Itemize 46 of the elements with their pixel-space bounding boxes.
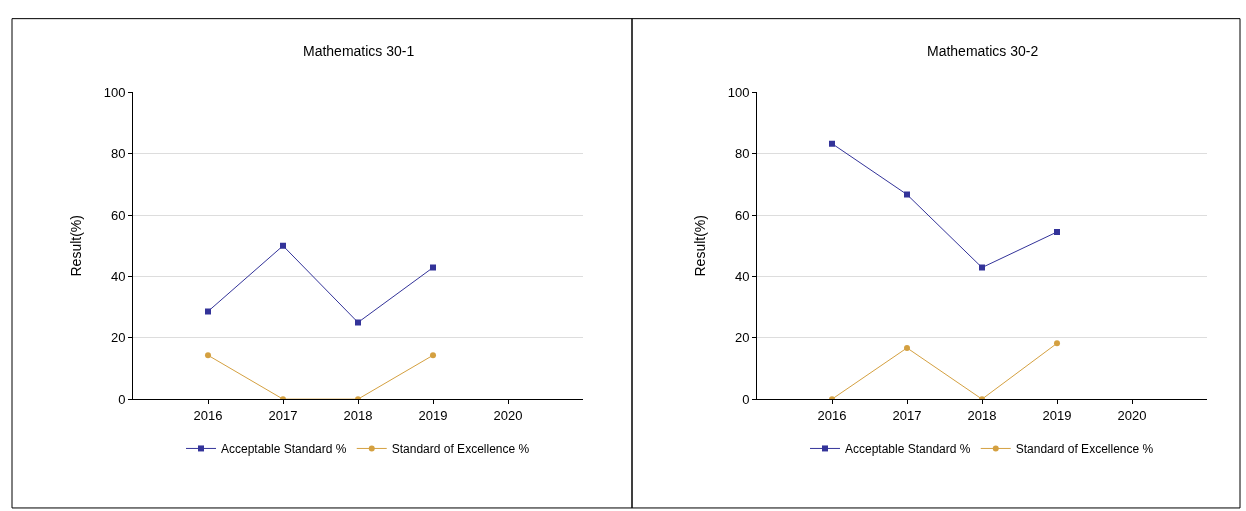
x-tick-label: 2016 [193, 407, 223, 423]
y-tick-label: 100 [103, 84, 126, 100]
y-tick-label: 40 [110, 269, 126, 284]
chart-title: Mathematics 30-2 [927, 43, 1039, 59]
y-axis-title: Result(%) [692, 215, 709, 277]
y-tick-label: 40 [734, 269, 750, 284]
point [280, 396, 286, 400]
point [979, 396, 985, 400]
point [205, 308, 211, 315]
point [979, 264, 985, 271]
y-tick-label: 60 [734, 207, 750, 223]
x-tick-label: 2019 [418, 407, 448, 423]
y-tick-label: 20 [734, 330, 750, 346]
y-axis-title: Result(%) [68, 215, 85, 277]
x-tick-label: 2020 [493, 407, 523, 423]
x-tick-label: 2017 [268, 407, 298, 423]
point [1054, 228, 1060, 235]
point [355, 396, 361, 400]
point [829, 140, 835, 147]
x-tick-label: 2018 [967, 407, 997, 423]
x-tick-label: 2016 [817, 407, 847, 423]
point [280, 242, 286, 249]
point [904, 191, 910, 198]
point [430, 352, 436, 359]
legend-label: Acceptable Standard % [845, 442, 971, 457]
legend-label: Standard of Excellence % [1015, 442, 1154, 457]
x-tick-label: 2018 [343, 407, 373, 423]
point [829, 396, 835, 400]
y-tick-label: 20 [110, 330, 126, 346]
y-tick-label: 80 [734, 146, 750, 162]
y-tick-label: 100 [727, 84, 750, 100]
x-tick-label: 2019 [1042, 407, 1072, 423]
y-tick-label: 0 [742, 391, 750, 407]
point [430, 264, 436, 271]
point [205, 352, 211, 359]
x-tick-label: 2020 [1117, 407, 1147, 423]
y-tick-label: 80 [110, 146, 126, 162]
point [355, 319, 361, 326]
x-tick-label: 2017 [892, 407, 922, 423]
legend-label: Standard of Excellence % [391, 442, 530, 457]
point [904, 344, 910, 351]
y-tick-label: 0 [118, 391, 126, 407]
legend-label: Acceptable Standard % [221, 442, 347, 457]
point [1054, 340, 1060, 347]
y-tick-label: 60 [110, 207, 126, 223]
chart-title: Mathematics 30-1 [303, 43, 415, 59]
